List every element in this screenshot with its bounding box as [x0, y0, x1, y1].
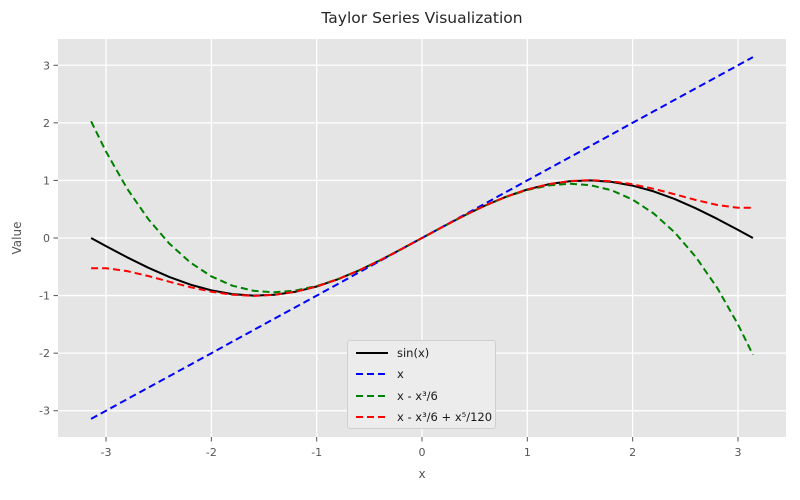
x-tick-label: -3: [101, 446, 112, 459]
y-tick-label: 3: [43, 59, 50, 72]
legend-line-swatch: [356, 351, 388, 354]
legend-label: sin(x): [397, 345, 430, 360]
x-tick-label: -2: [206, 446, 217, 459]
y-tick-label: 0: [43, 232, 50, 245]
legend: sin(x) x x - x³/6 x - x³/6 + x⁵/120: [347, 340, 496, 429]
x-tick-label: 0: [419, 446, 426, 459]
legend-line-swatch: [356, 373, 388, 376]
x-tick-label: 3: [734, 446, 741, 459]
x-axis-label: x: [418, 467, 426, 481]
legend-item-3: x - x³/6 + x⁵/120: [355, 407, 495, 429]
chart-title: Taylor Series Visualization: [321, 9, 523, 27]
y-tick-label: -3: [39, 405, 50, 418]
series-line-3: [91, 179, 753, 297]
legend-label: x - x³/6 + x⁵/120: [397, 410, 493, 425]
legend-item-2: x - x³/6: [355, 385, 495, 407]
legend-line-swatch: [356, 416, 388, 419]
y-tick-label: -2: [39, 347, 50, 360]
x-tick-label: 2: [629, 446, 636, 459]
legend-item-1: x: [355, 364, 495, 386]
legend-label: x - x³/6: [397, 388, 438, 403]
y-tick-label: -1: [39, 290, 50, 303]
x-tick-label: -1: [311, 446, 322, 459]
legend-item-0: sin(x): [355, 342, 495, 364]
legend-label: x: [397, 367, 404, 382]
x-tick-label: 1: [524, 446, 531, 459]
y-axis-label: Value: [10, 221, 24, 255]
y-tick-label: 1: [43, 174, 50, 187]
y-tick-label: 2: [43, 117, 50, 130]
legend-line-swatch: [356, 394, 388, 397]
